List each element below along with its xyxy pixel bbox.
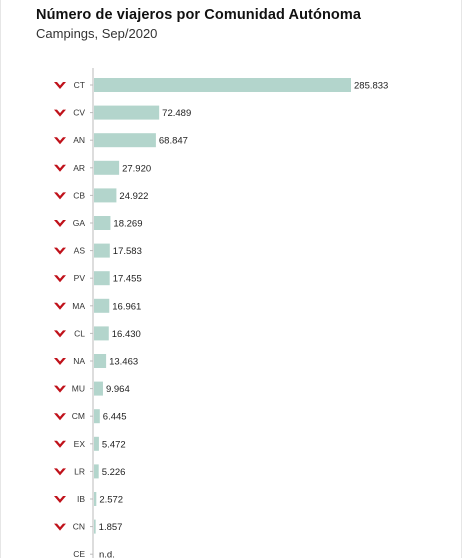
- arrow-down-icon: [54, 358, 66, 365]
- arrow-down-icon: [54, 247, 66, 255]
- bar: [94, 216, 111, 230]
- bar: [94, 78, 351, 92]
- arrow-down-icon: [54, 220, 66, 227]
- bar: [94, 105, 160, 120]
- bar: [94, 409, 100, 424]
- value-label: 16.961: [112, 301, 141, 312]
- bar: [94, 492, 97, 506]
- arrow-down-icon: [54, 496, 66, 503]
- category-label: CV: [73, 108, 85, 118]
- category-label: IB: [77, 494, 85, 504]
- frame-left-border: [0, 0, 1, 558]
- value-label: 2.572: [99, 495, 123, 506]
- chart-subtitle: Campings, Sep/2020: [36, 26, 158, 41]
- value-label: 1.857: [99, 522, 123, 533]
- category-label: MU: [72, 384, 85, 394]
- bar: [94, 436, 99, 451]
- bar: [94, 519, 96, 534]
- value-label: 72.489: [162, 108, 191, 119]
- bar: [94, 326, 109, 341]
- category-label: CL: [74, 328, 85, 338]
- value-label: 5.472: [102, 439, 126, 450]
- bar: [94, 243, 110, 258]
- bar: [94, 298, 110, 313]
- category-label: CN: [73, 522, 85, 532]
- category-label: AS: [74, 246, 86, 256]
- arrow-down-icon: [54, 440, 66, 448]
- value-label: 9.964: [106, 384, 130, 395]
- category-label: CB: [73, 190, 85, 200]
- value-label: 18.269: [113, 219, 142, 230]
- arrow-down-icon: [54, 164, 66, 172]
- arrow-down-icon: [54, 385, 66, 393]
- value-label: 13.463: [109, 357, 138, 368]
- category-label: EX: [74, 439, 86, 449]
- bar: [94, 464, 99, 479]
- bar: [94, 160, 120, 175]
- bar: [94, 188, 117, 203]
- value-label: 17.455: [113, 274, 142, 285]
- category-label: AN: [73, 135, 85, 145]
- category-label: GA: [73, 218, 86, 228]
- category-label: CE: [73, 549, 85, 558]
- bar: [94, 381, 103, 396]
- arrow-down-icon: [54, 275, 66, 283]
- category-label: NA: [73, 356, 85, 366]
- value-label: 6.445: [103, 412, 127, 423]
- value-label: 24.922: [119, 191, 148, 202]
- arrow-down-icon: [54, 413, 66, 421]
- arrow-down-icon: [54, 192, 66, 200]
- arrow-down-icon: [54, 330, 66, 338]
- value-label: 16.430: [112, 329, 141, 340]
- arrow-down-icon: [54, 302, 66, 310]
- arrow-down-icon: [54, 137, 66, 145]
- category-label: CT: [74, 80, 85, 90]
- category-label: CM: [72, 411, 85, 421]
- value-label: 5.226: [102, 467, 126, 478]
- arrow-down-icon: [54, 82, 66, 89]
- bar: [94, 271, 110, 286]
- arrow-down-icon: [54, 468, 66, 476]
- arrow-down-icon: [54, 109, 66, 117]
- category-label: PV: [74, 273, 86, 283]
- bar: [94, 133, 156, 148]
- value-label: n.d.: [99, 550, 115, 558]
- bar: [94, 354, 107, 368]
- value-label: 27.920: [122, 163, 151, 174]
- category-label: MA: [72, 301, 85, 311]
- value-label: 17.583: [113, 246, 142, 257]
- value-label: 68.847: [159, 136, 188, 147]
- category-label: LR: [74, 466, 85, 476]
- value-label: 285.833: [354, 81, 388, 92]
- arrow-down-icon: [54, 523, 66, 531]
- frame-right-border: [461, 0, 462, 558]
- chart-title: Número de viajeros por Comunidad Autónom…: [36, 7, 362, 23]
- category-label: AR: [73, 163, 85, 173]
